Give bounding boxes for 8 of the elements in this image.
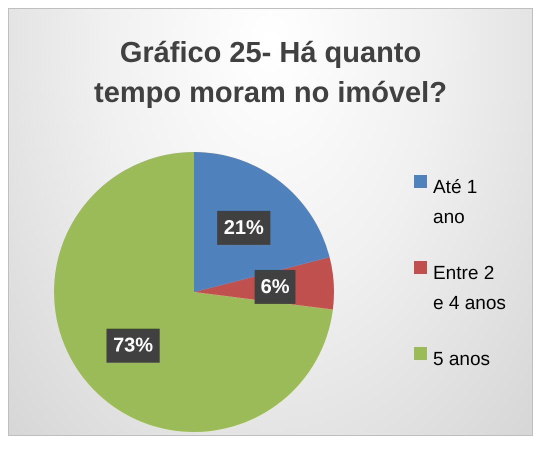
- chart-title: Gráfico 25- Há quanto tempo moram no imóvel?: [93, 36, 448, 111]
- pie-slice: [54, 152, 333, 432]
- legend-label: Até 1 ano: [432, 176, 478, 230]
- data-label: 6%: [260, 276, 290, 298]
- data-label: 73%: [113, 334, 154, 357]
- data-label: 21%: [224, 216, 264, 239]
- legend-label: Entre 2 e 4 anos: [432, 262, 507, 316]
- legend-label: 5 anos: [432, 348, 492, 372]
